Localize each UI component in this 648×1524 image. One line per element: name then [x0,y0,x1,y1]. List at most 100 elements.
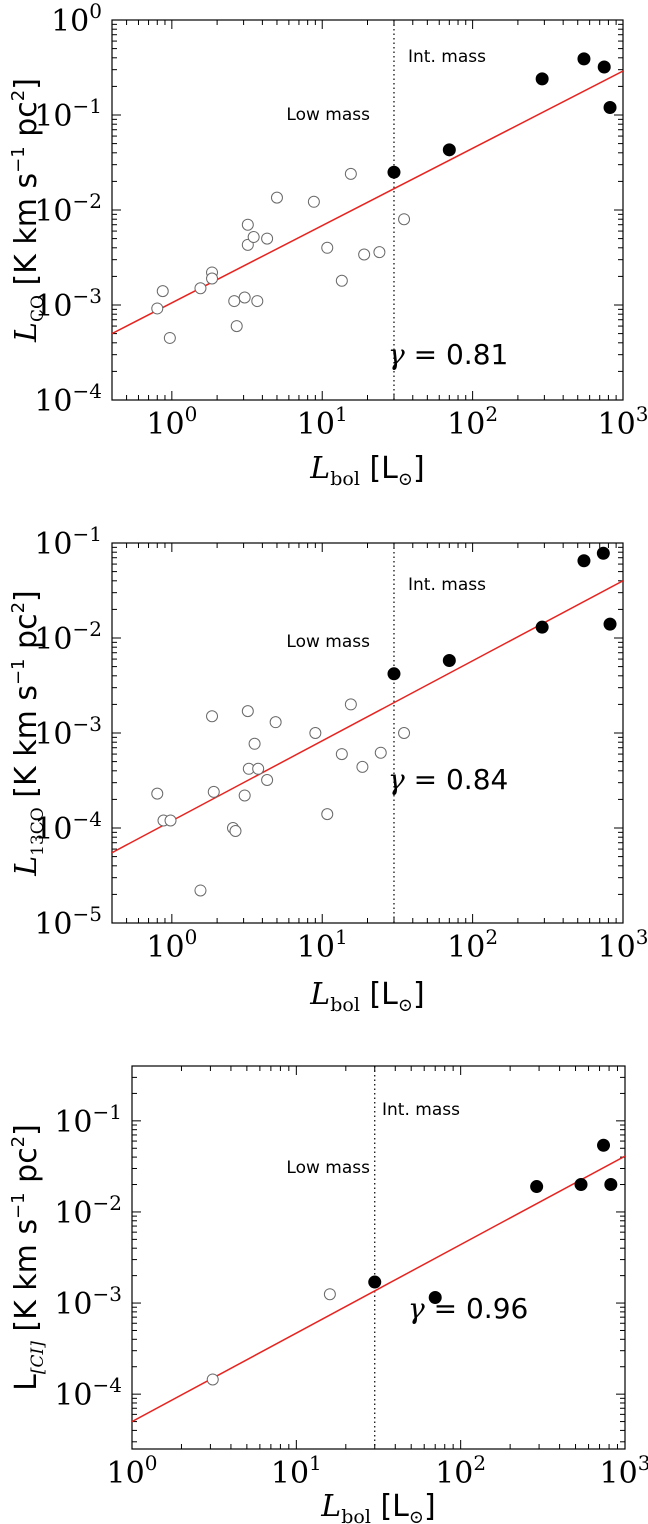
data-point-filled [442,653,456,667]
data-point-filled [604,1178,618,1192]
data-point-open [270,191,283,204]
low-mass-label: Low mass [286,1158,370,1178]
plot-frame [111,542,624,924]
x-axis-label: Lbol [L⊙] [309,977,424,1016]
data-point-open [321,241,334,254]
data-point-open [323,1288,336,1301]
data-point-filled [387,165,401,179]
y-axis-label: LCO [K km s−1 pc2] [8,78,48,343]
data-point-open [344,167,357,180]
data-point-open [248,737,261,750]
data-point-open [194,884,207,897]
data-point-filled [577,554,591,568]
data-point-open [307,195,320,208]
data-point-open [251,295,264,308]
data-point-open [374,746,387,759]
x-tick-label: 101 [271,1451,322,1491]
int-mass-label: Int. mass [408,575,486,595]
y-tick-label: 100 [51,0,102,39]
gamma-label: γ = 0.81 [388,338,508,371]
panel-co: 100 101 102 103 10−4 10−3 10−2 10−1 100 Low mass I… [8,0,648,490]
y-axis-label: L[CI] [K km s−1 pc2] [8,1124,48,1391]
x-tick-label: 103 [598,402,648,442]
data-point-open [151,302,164,315]
x-axis-label: Lbol [L⊙] [320,1489,435,1524]
data-point-open [261,774,274,787]
data-point-open [194,282,207,295]
data-point-filled [574,1178,588,1192]
panel-13co: 100 101 102 103 10−5 10−4 10−3 10−2 10−1 Low mass… [8,522,648,1016]
int-mass-label: Int. mass [408,47,486,67]
x-tick-label: 100 [146,925,197,965]
y-tick-label: 10−2 [34,617,102,657]
data-point-filled [597,1138,611,1152]
data-point-open [229,824,242,837]
x-tick-label: 101 [297,402,348,442]
x-tick-label: 101 [297,925,348,965]
data-point-filled [535,620,549,634]
y-tick-label: 10−4 [34,807,102,847]
x-tick-label: 102 [447,925,498,965]
data-point-open [335,274,348,287]
data-point-filled [597,60,611,74]
fit-line [112,580,623,854]
plot-frame [131,1065,626,1450]
data-point-open [156,285,169,298]
data-point-filled [368,1275,382,1289]
data-point-filled [596,546,610,560]
x-tick-label: 100 [146,402,197,442]
x-tick-label: 102 [435,1451,486,1491]
data-point-open [230,320,243,333]
x-tick-label: 103 [600,1451,648,1491]
x-tick-label: 102 [447,402,498,442]
y-tick-label: 10−1 [54,1100,122,1140]
data-point-open [373,246,386,259]
y-axis-label: L13CO [K km s−1 pc2] [8,590,48,877]
x-axis-label: Lbol [L⊙] [309,451,424,490]
data-point-open [241,705,254,718]
y-tick-label: 10−3 [34,712,102,752]
data-point-open [247,230,260,243]
gamma-label: γ = 0.84 [388,763,508,796]
low-mass-label: Low mass [286,632,370,652]
data-point-open [309,727,322,739]
data-point-open [241,218,254,231]
data-point-open [206,272,219,285]
data-point-open [206,1373,219,1386]
data-point-open [238,789,251,802]
y-tick-label: 10−5 [34,902,102,942]
x-tick-label: 100 [107,1451,158,1491]
data-point-open [269,716,282,729]
data-point-open [228,295,241,308]
fit-line [132,1155,625,1423]
data-point-open [398,727,411,739]
data-point-open [344,698,357,711]
data-point-filled [603,100,617,114]
data-point-open [356,760,369,773]
data-point-open [321,808,334,821]
low-mass-label: Low mass [286,105,370,125]
data-point-filled [442,143,456,157]
data-point-open [151,787,164,800]
y-tick-label: 10−3 [54,1282,122,1322]
data-point-open [206,710,219,723]
data-point-open [163,331,176,344]
data-point-filled [530,1180,544,1194]
data-point-filled [535,72,549,86]
gamma-label: γ = 0.96 [408,1292,528,1325]
data-point-filled [387,667,401,681]
data-point-open [358,248,371,261]
data-point-open [335,748,348,761]
y-tick-label: 10−2 [54,1191,122,1231]
y-tick-label: 10−1 [34,522,102,562]
data-point-open [398,213,411,226]
data-point-open [164,814,177,827]
data-point-open [261,232,274,245]
int-mass-label: Int. mass [382,1100,460,1120]
x-tick-label: 103 [598,925,648,965]
data-point-open [238,291,251,304]
y-tick-label: 10−3 [34,284,102,324]
panel-ci: 100 101 102 103 10−4 10−3 10−2 10−1 Low mass Int.… [8,1065,648,1524]
data-point-open [207,785,220,798]
